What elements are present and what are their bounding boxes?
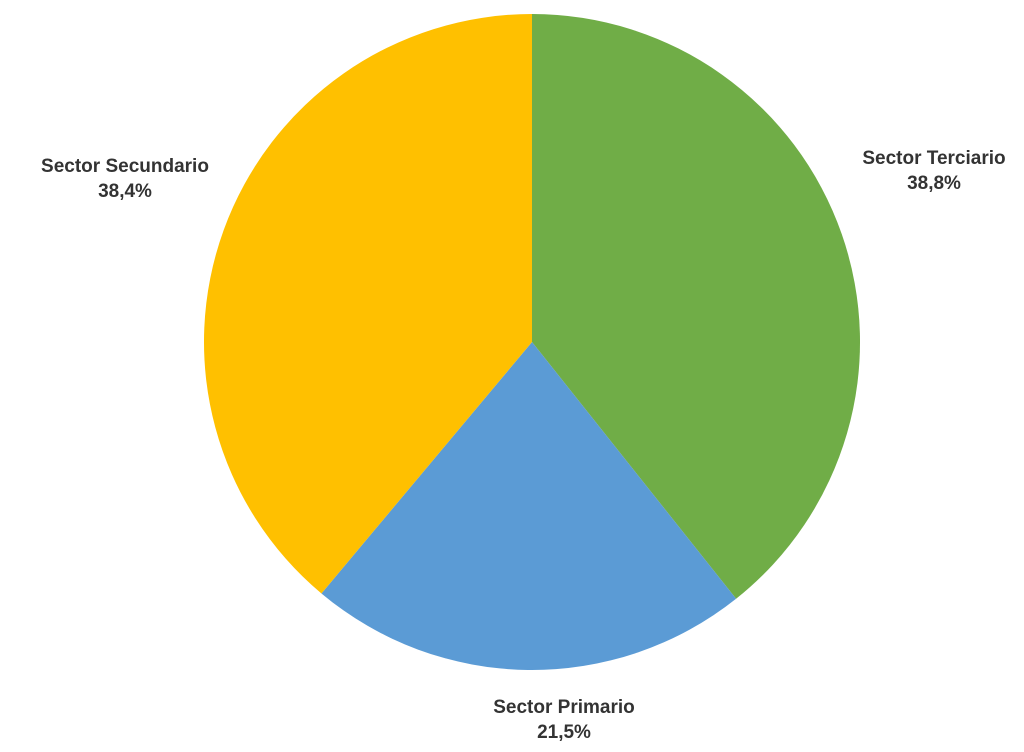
pie-slice-sector-secundario bbox=[203, 14, 532, 594]
data-label-name-sector-primario: Sector Primario bbox=[493, 697, 635, 718]
data-label-name-sector-terciario: Sector Terciario bbox=[862, 148, 1005, 169]
pie-slice-sector-primario bbox=[321, 342, 737, 671]
data-label-value-sector-terciario: 38,8% bbox=[907, 173, 961, 194]
pie-labels: Sector Terciario 38,8% Sector Primario 21,5… bbox=[41, 148, 1006, 743]
pie-slice-sector-terciario bbox=[532, 14, 861, 599]
data-label-value-sector-secundario: 38,4% bbox=[98, 181, 152, 202]
pie-slices bbox=[203, 14, 861, 671]
data-label-value-sector-primario: 21,5% bbox=[537, 722, 591, 743]
data-label-name-sector-secundario: Sector Secundario bbox=[41, 156, 209, 177]
